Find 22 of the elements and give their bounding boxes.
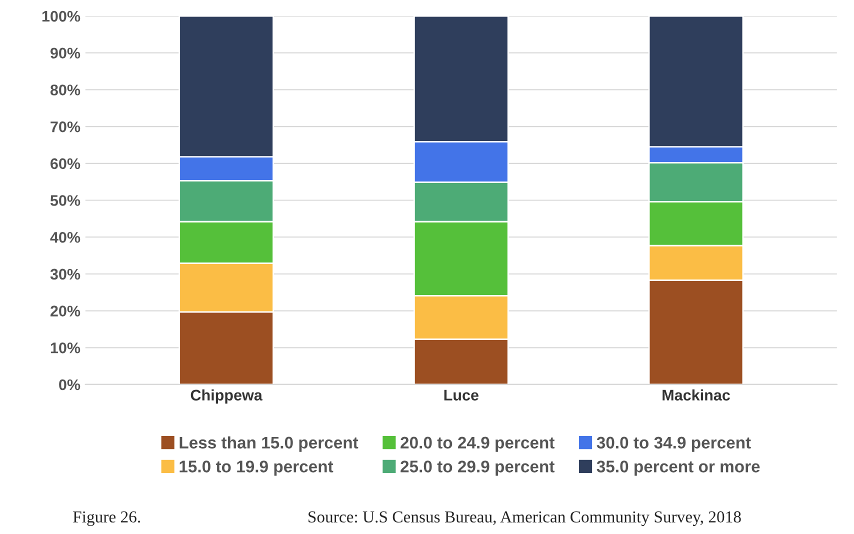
y-tick-label: 20% — [50, 306, 80, 316]
legend-label: 15.0 to 19.9 percent — [180, 460, 334, 476]
caption: Figure 26. — [73, 511, 140, 526]
y-tick-label: 60% — [50, 158, 80, 170]
y-tick-label: 40% — [50, 232, 80, 243]
legend-label: 30.0 to 34.9 percent — [596, 436, 751, 452]
source-note: Source: U.S Census Bureau, American Community Survey, 2018 — [308, 511, 741, 526]
y-tick-label: 10% — [50, 342, 80, 354]
y-tick-label: 50% — [50, 195, 80, 206]
legend-label: 25.0 to 29.9 percent — [400, 460, 555, 476]
legend-label: 35.0 percent or more — [596, 460, 760, 476]
x-tick-label: Luce — [444, 390, 478, 401]
legend-label: 20.0 to 24.9 percent — [400, 436, 555, 452]
y-tick-label: 70% — [50, 121, 80, 132]
y-tick-label: 0% — [59, 379, 80, 390]
x-tick-label: Chippewa — [190, 389, 262, 404]
y-tick-label: 30% — [50, 268, 80, 280]
y-tick-label: 90% — [50, 48, 80, 59]
x-tick-label: Mackinac — [662, 389, 730, 401]
y-tick-label: 100% — [42, 10, 80, 22]
y-tick-label: 80% — [50, 84, 80, 96]
legend-label: Less than 15.0 percent — [180, 436, 358, 452]
